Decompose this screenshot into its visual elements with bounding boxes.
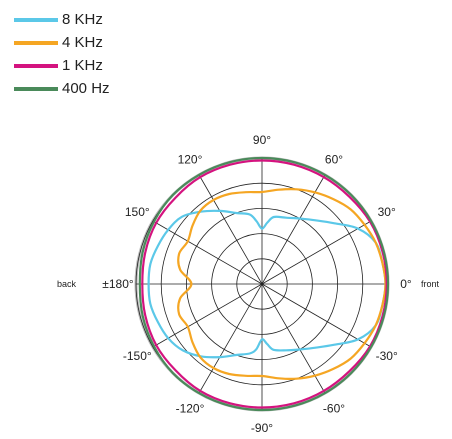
angle-tick-label: 90°	[253, 133, 271, 147]
angle-tick-label: -90°	[251, 421, 273, 435]
angle-tick-label: 0°	[400, 277, 412, 291]
angle-tick-label: 60°	[325, 152, 343, 166]
grid-spoke	[152, 220, 372, 348]
series-curve	[138, 156, 390, 412]
series-curve	[141, 159, 388, 409]
angle-tick-label: -30°	[376, 349, 398, 363]
angle-tick-label: ±180°	[102, 277, 134, 291]
polar-grid	[134, 156, 390, 412]
legend-swatch	[14, 86, 58, 91]
legend-swatch	[14, 17, 58, 22]
series-curves	[138, 156, 390, 412]
side-label-back: back	[57, 279, 77, 289]
angle-tick-label: 150°	[125, 205, 150, 219]
angle-tick-labels: 0° 30° 60° 90° 120° 150° ±180° -150° -120° -90° -6…	[102, 133, 412, 435]
chart-legend: 8 KHz 4 KHz 1 KHz 400 Hz	[14, 8, 110, 100]
legend-label: 4 KHz	[62, 34, 103, 51]
legend-swatch	[14, 63, 58, 68]
legend-label: 1 KHz	[62, 57, 103, 74]
legend-item: 4 KHz	[14, 31, 110, 54]
legend-item: 8 KHz	[14, 8, 110, 31]
legend-swatch	[14, 40, 58, 45]
legend-item: 400 Hz	[14, 77, 110, 100]
series-curve	[177, 187, 387, 381]
legend-label: 8 KHz	[62, 11, 103, 28]
angle-tick-label: -60°	[323, 402, 345, 416]
series-curve	[147, 209, 387, 359]
angle-tick-label: -120°	[176, 402, 205, 416]
legend-label: 400 Hz	[62, 80, 110, 97]
angle-tick-label: 30°	[378, 205, 396, 219]
legend-item: 1 KHz	[14, 54, 110, 77]
angle-tick-label: -150°	[123, 349, 152, 363]
angle-tick-label: 120°	[178, 152, 203, 166]
side-label-front: front	[421, 279, 440, 289]
